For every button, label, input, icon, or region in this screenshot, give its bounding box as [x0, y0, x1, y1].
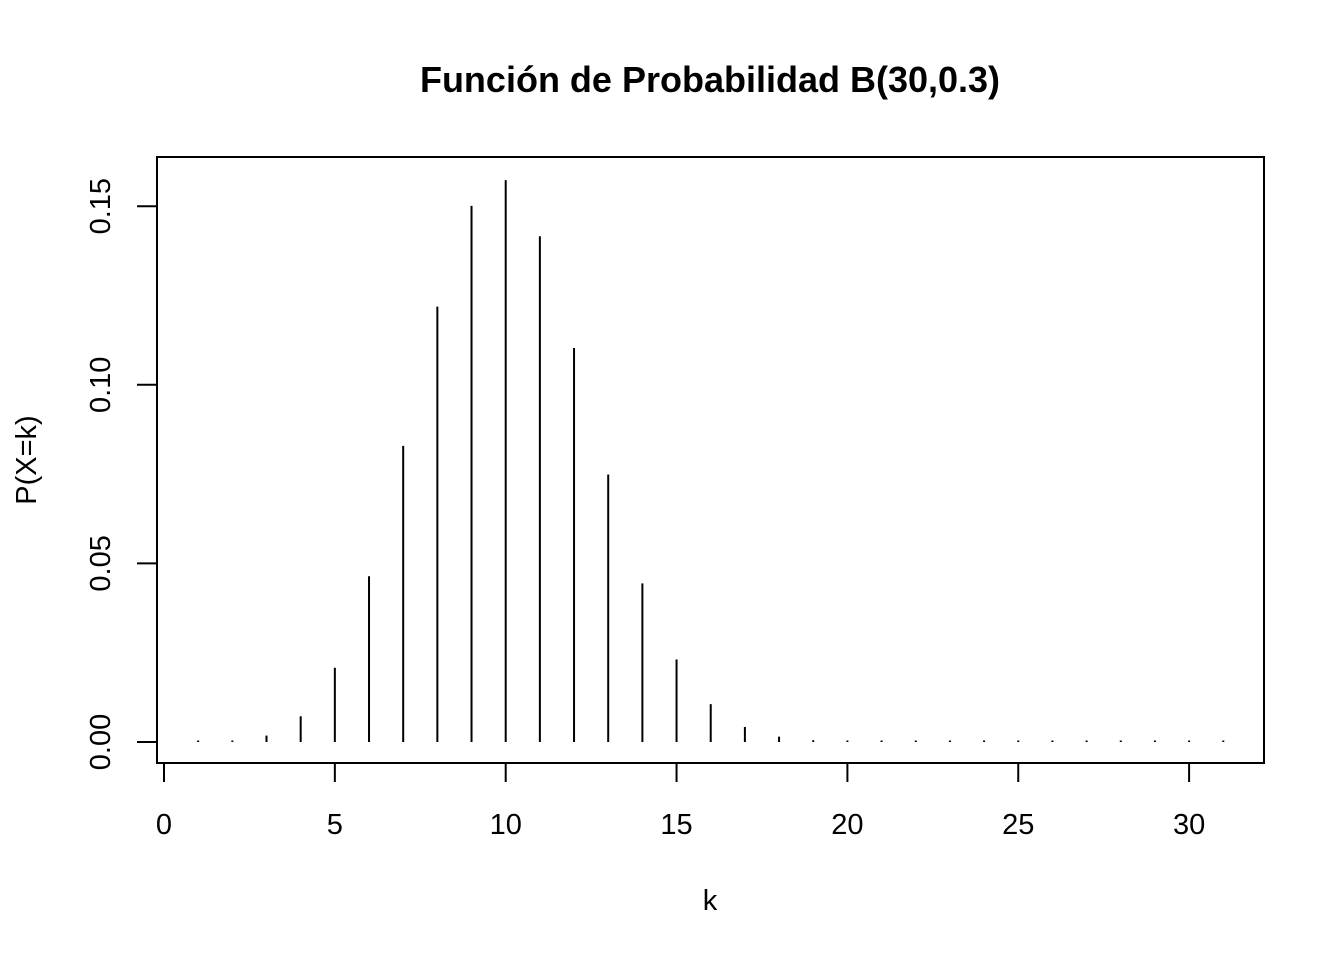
x-tick-label: 25 [1002, 809, 1034, 841]
plot-frame [156, 156, 1265, 764]
y-tick-label: 0.00 [85, 714, 117, 770]
x-tick-label: 30 [1173, 809, 1205, 841]
x-axis-label: k [703, 885, 718, 917]
x-tick-label: 5 [327, 809, 343, 841]
x-axis: 0 5 10 15 20 25 30 [156, 762, 1205, 841]
y-tick-label: 0.15 [85, 178, 117, 234]
y-tick-label: 0.10 [85, 357, 117, 413]
chart-title: Función de Probabilidad B(30,0.3) [420, 59, 1000, 100]
x-tick-label: 10 [490, 809, 522, 841]
x-tick-label: 15 [660, 809, 692, 841]
y-axis: 0.00 0.05 0.10 0.15 [85, 178, 158, 770]
y-tick-label: 0.05 [85, 535, 117, 591]
y-axis-label: P(X=k) [11, 415, 43, 504]
data-stems [197, 180, 1225, 742]
x-tick-label: 0 [156, 809, 172, 841]
x-tick-label: 20 [831, 809, 863, 841]
